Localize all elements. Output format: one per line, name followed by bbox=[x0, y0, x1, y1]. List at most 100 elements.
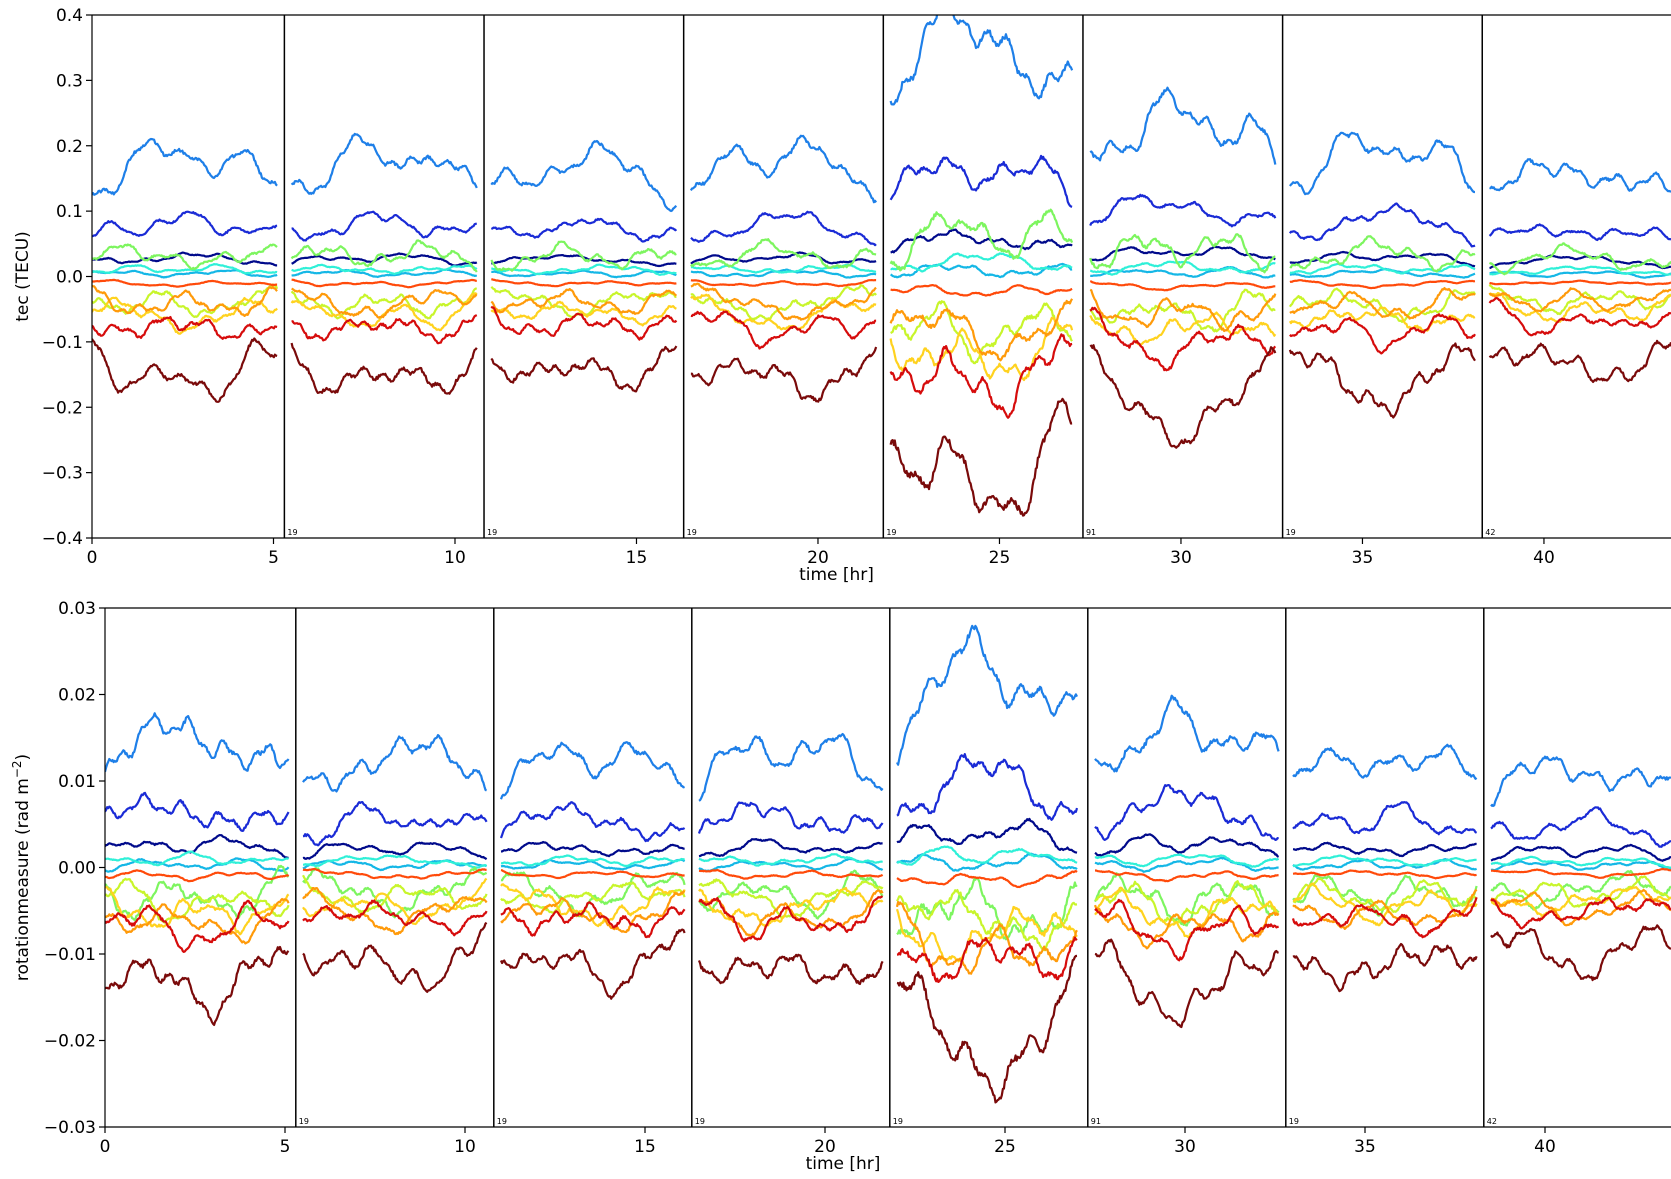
series-line bbox=[690, 279, 877, 288]
y-tick-label: −0.02 bbox=[44, 1032, 96, 1052]
segment-tag: 19 bbox=[497, 1117, 507, 1126]
series-line bbox=[490, 300, 677, 327]
y-tick-label: 0.3 bbox=[56, 71, 83, 91]
x-tick-label: 20 bbox=[807, 548, 829, 568]
series-line bbox=[1292, 841, 1477, 858]
series-line bbox=[291, 287, 478, 319]
series-line bbox=[1089, 306, 1277, 372]
x-tick-label: 15 bbox=[626, 548, 648, 568]
series-line bbox=[105, 791, 290, 832]
x-tick-label: 20 bbox=[814, 1137, 836, 1157]
series-line bbox=[499, 801, 686, 843]
series-line bbox=[1089, 260, 1276, 276]
y-tick-label: 0.00 bbox=[58, 859, 96, 879]
series-line bbox=[92, 284, 278, 317]
series-line bbox=[92, 296, 278, 335]
y-tick-label: 0.03 bbox=[58, 599, 96, 619]
series-line bbox=[690, 293, 877, 331]
series-line bbox=[896, 845, 1078, 866]
series-line bbox=[690, 251, 877, 265]
series-line bbox=[889, 316, 1074, 382]
x-tick-label: 25 bbox=[994, 1137, 1016, 1157]
series-line bbox=[690, 346, 878, 403]
series-line bbox=[1094, 856, 1279, 873]
series-line bbox=[290, 342, 478, 395]
series-line bbox=[92, 210, 278, 238]
series-line bbox=[291, 314, 478, 345]
series-line bbox=[889, 298, 1074, 362]
series-line bbox=[1488, 339, 1671, 383]
segment-tag: 91 bbox=[1091, 1117, 1101, 1126]
series-line bbox=[491, 269, 677, 279]
plot-area bbox=[92, 15, 1671, 517]
series-line bbox=[690, 210, 877, 247]
series-line bbox=[303, 854, 488, 869]
series-line bbox=[1094, 784, 1280, 841]
series-line bbox=[1094, 694, 1280, 773]
series-line bbox=[896, 817, 1078, 854]
segment-tag: 42 bbox=[1487, 1117, 1497, 1126]
series-line bbox=[1289, 287, 1476, 320]
series-line bbox=[92, 278, 278, 288]
x-tick-label: 40 bbox=[1534, 1137, 1556, 1157]
series-line bbox=[690, 238, 877, 270]
series-line bbox=[1292, 942, 1478, 993]
x-tick-label: 0 bbox=[100, 1137, 111, 1157]
series-line bbox=[896, 889, 1078, 952]
y-tick-label: 0.02 bbox=[58, 686, 96, 706]
series-line bbox=[105, 877, 290, 924]
series-line bbox=[890, 228, 1073, 254]
series-line bbox=[1490, 924, 1671, 982]
y-tick-label: −0.1 bbox=[42, 333, 83, 353]
series-line bbox=[889, 397, 1073, 517]
segment-tag: 19 bbox=[893, 1117, 903, 1126]
series-line bbox=[1490, 860, 1671, 872]
series-line bbox=[290, 287, 477, 320]
series-line bbox=[291, 210, 477, 242]
series-line bbox=[290, 132, 478, 195]
series-line bbox=[490, 287, 678, 315]
series-line bbox=[1289, 131, 1475, 196]
series-line bbox=[698, 853, 884, 867]
series-line bbox=[1488, 291, 1671, 323]
series-line bbox=[1489, 279, 1671, 286]
series-line bbox=[1094, 872, 1280, 927]
series-line bbox=[1490, 755, 1671, 808]
series-line bbox=[1490, 896, 1671, 930]
series-line bbox=[1292, 869, 1477, 880]
series-line bbox=[1089, 311, 1277, 347]
series-line bbox=[698, 868, 884, 880]
series-line bbox=[105, 869, 290, 883]
series-line bbox=[302, 866, 488, 919]
series-line bbox=[1490, 855, 1671, 869]
series-line bbox=[1288, 306, 1476, 332]
series-line bbox=[1289, 250, 1476, 268]
series-line bbox=[1094, 833, 1280, 858]
series-line bbox=[1289, 313, 1476, 355]
series-line bbox=[1289, 279, 1476, 290]
series-line bbox=[690, 310, 877, 350]
series-line bbox=[290, 239, 478, 273]
series-line bbox=[690, 284, 877, 322]
y-tick-label: −0.2 bbox=[42, 398, 83, 418]
series-line bbox=[690, 282, 877, 321]
y-tick-label: 0.0 bbox=[56, 268, 83, 288]
series-line bbox=[1288, 342, 1476, 419]
series-line bbox=[500, 840, 685, 858]
series-line bbox=[105, 885, 290, 936]
x-tick-label: 30 bbox=[1170, 548, 1192, 568]
series-line bbox=[1491, 875, 1671, 908]
series-line bbox=[499, 928, 686, 1000]
series-line bbox=[890, 262, 1073, 279]
series-line bbox=[896, 877, 1078, 941]
y-tick-label: −0.4 bbox=[42, 529, 83, 549]
series-line bbox=[1292, 801, 1478, 836]
series-line bbox=[889, 333, 1073, 419]
series-line bbox=[889, 15, 1074, 106]
series-line bbox=[500, 854, 686, 868]
series-line bbox=[1490, 806, 1671, 848]
series-line bbox=[1094, 898, 1280, 962]
series-line bbox=[698, 895, 884, 943]
series-line bbox=[1489, 158, 1671, 193]
x-tick-label: 15 bbox=[634, 1137, 656, 1157]
